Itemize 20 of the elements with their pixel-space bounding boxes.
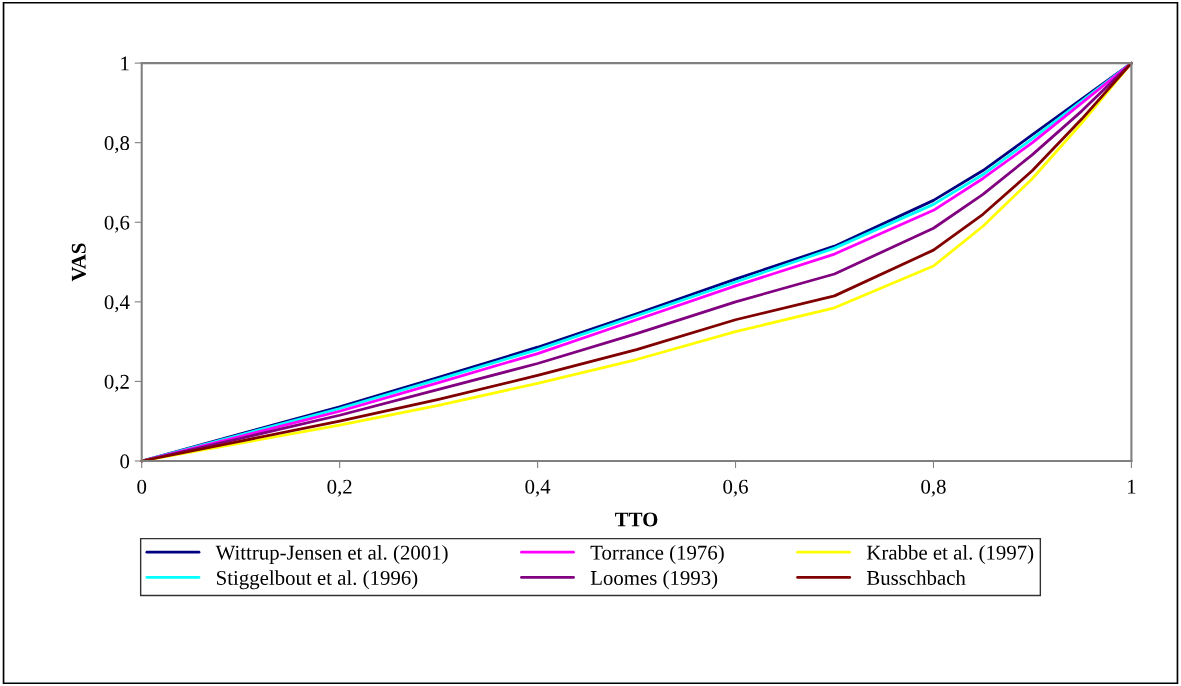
x-tick-label: 0,8 bbox=[921, 479, 946, 497]
x-tick-label: 0,6 bbox=[723, 479, 748, 497]
legend-label: Torrance (1976) bbox=[590, 545, 724, 564]
x-axis-title: TTO bbox=[615, 512, 658, 527]
x-tick-label: 0,4 bbox=[525, 479, 551, 497]
y-tick-label: 0,8 bbox=[104, 136, 130, 154]
legend-label: Busschbach bbox=[866, 570, 966, 585]
legend-label: Krabbe et al. (1997) bbox=[866, 545, 1034, 564]
y-tick-label: 0 bbox=[120, 454, 130, 469]
y-axis-title: VAS bbox=[71, 243, 86, 282]
x-tick-label: 1 bbox=[1128, 479, 1136, 494]
x-tick-label: 0,2 bbox=[327, 479, 352, 497]
y-tick-label: 0,2 bbox=[104, 374, 129, 392]
y-tick-label: 1 bbox=[121, 56, 129, 71]
y-tick-label: 0,6 bbox=[104, 215, 130, 233]
legend-label: Wittrup-Jensen et al. (2001) bbox=[215, 545, 448, 564]
y-tick-label: 0,4 bbox=[104, 295, 130, 313]
legend-label: Loomes (1993) bbox=[590, 570, 718, 590]
legend-label: Stiggelbout et al. (1996) bbox=[217, 570, 418, 590]
x-tick-label: 0 bbox=[137, 479, 147, 494]
